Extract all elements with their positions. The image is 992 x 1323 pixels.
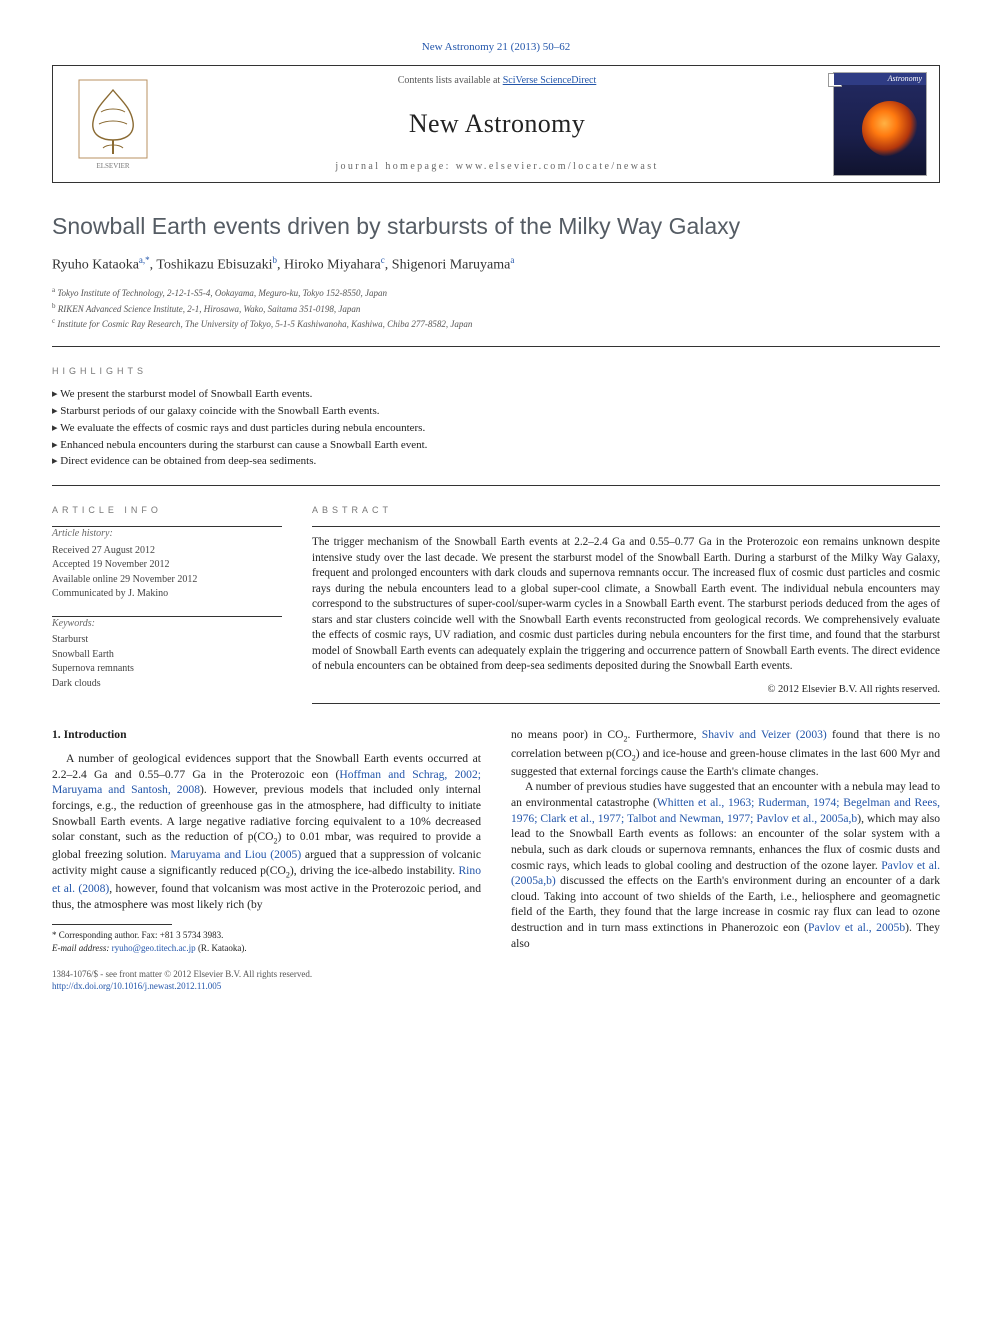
abstract-label: ABSTRACT xyxy=(312,504,940,516)
doi-link[interactable]: http://dx.doi.org/10.1016/j.newast.2012.… xyxy=(52,980,940,992)
author-list: Ryuho Kataokaa,*, Toshikazu Ebisuzakib, … xyxy=(52,254,940,276)
publisher-name-text: ELSEVIER xyxy=(96,162,129,170)
journal-cover-icon: Astronomy xyxy=(833,72,927,176)
body-right-column: no means poor) in CO2. Furthermore, Shav… xyxy=(511,727,940,953)
contents-line: Contents lists available at SciVerse Sci… xyxy=(398,74,597,88)
divider xyxy=(312,703,940,704)
highlights-list: We present the starburst model of Snowba… xyxy=(52,387,940,469)
keywords-block: Keywords: Starburst Snowball Earth Super… xyxy=(52,617,282,692)
affiliation-b: RIKEN Advanced Science Institute, 2-1, H… xyxy=(58,304,361,314)
journal-homepage[interactable]: journal homepage: www.elsevier.com/locat… xyxy=(335,160,658,174)
author-3: , Hiroko Miyahara xyxy=(277,258,381,273)
body-text: no means poor) in CO xyxy=(511,728,623,741)
communicated-by: Communicated by J. Makino xyxy=(52,587,282,602)
journal-header: ELSEVIER Contents lists available at Sci… xyxy=(52,65,940,183)
body-left-column: 1. Introduction A number of geological e… xyxy=(52,727,481,953)
keyword: Supernova remnants xyxy=(52,662,282,677)
online-date: Available online 29 November 2012 xyxy=(52,573,282,588)
author-4-sup: a xyxy=(510,255,514,265)
abstract-copyright: © 2012 Elsevier B.V. All rights reserved… xyxy=(312,683,940,697)
body-columns: 1. Introduction A number of geological e… xyxy=(52,727,940,953)
author-2: , Toshikazu Ebisuzaki xyxy=(150,258,273,273)
author-email-link[interactable]: ryuho@geo.titech.ac.jp xyxy=(112,943,196,953)
article-info-label: ARTICLE INFO xyxy=(52,504,282,516)
highlight-item: We evaluate the effects of cosmic rays a… xyxy=(52,421,940,436)
accepted-date: Accepted 19 November 2012 xyxy=(52,558,282,573)
highlight-item: Enhanced nebula encounters during the st… xyxy=(52,438,940,453)
header-center: Contents lists available at SciVerse Sci… xyxy=(173,66,821,182)
footnote-line: * Corresponding author. Fax: +81 3 5734 … xyxy=(52,929,481,941)
highlight-item: Direct evidence can be obtained from dee… xyxy=(52,454,940,469)
footer-copyright: 1384-1076/$ - see front matter © 2012 El… xyxy=(52,968,940,980)
citation-link[interactable]: Shaviv and Veizer (2003) xyxy=(702,728,827,741)
footnote-suffix: (R. Kataoka). xyxy=(196,943,247,953)
citation-link[interactable]: Pavlov et al., 2005b xyxy=(808,921,905,934)
received-date: Received 27 August 2012 xyxy=(52,544,282,559)
article-title: Snowball Earth events driven by starburs… xyxy=(52,211,940,242)
highlight-item: Starburst periods of our galaxy coincide… xyxy=(52,404,940,419)
keyword: Snowball Earth xyxy=(52,648,282,663)
body-text: . Furthermore, xyxy=(627,728,701,741)
citation-link[interactable]: Maruyama and Liou (2005) xyxy=(170,848,301,861)
author-4: , Shigenori Maruyama xyxy=(385,258,511,273)
body-text: ), driving the ice-albedo instability. xyxy=(290,864,459,877)
article-history: Article history: Received 27 August 2012… xyxy=(52,527,282,602)
keyword: Dark clouds xyxy=(52,677,282,692)
body-text: , however, found that volcanism was most… xyxy=(52,882,481,911)
keywords-heading: Keywords: xyxy=(52,617,282,632)
footnote-divider xyxy=(52,924,172,925)
divider xyxy=(52,346,940,347)
publisher-logo: ELSEVIER xyxy=(53,66,173,182)
elsevier-tree-icon: ELSEVIER xyxy=(77,78,149,170)
journal-name: New Astronomy xyxy=(409,106,585,141)
divider xyxy=(312,526,940,527)
cover-title: Astronomy xyxy=(888,74,922,85)
top-citation[interactable]: New Astronomy 21 (2013) 50–62 xyxy=(52,40,940,55)
contents-prefix: Contents lists available at xyxy=(398,75,503,86)
highlights-label: HIGHLIGHTS xyxy=(52,365,940,377)
affiliation-c: Institute for Cosmic Ray Research, The U… xyxy=(57,319,472,329)
highlight-item: We present the starburst model of Snowba… xyxy=(52,387,940,402)
cover-thumbnail-cell: Astronomy xyxy=(821,66,939,182)
intro-heading: 1. Introduction xyxy=(52,727,481,743)
abstract-text: The trigger mechanism of the Snowball Ea… xyxy=(312,535,940,674)
page-footer: 1384-1076/$ - see front matter © 2012 El… xyxy=(52,968,940,992)
history-heading: Article history: xyxy=(52,527,282,542)
affiliation-a: Tokyo Institute of Technology, 2-12-1-S5… xyxy=(57,288,387,298)
keyword: Starburst xyxy=(52,633,282,648)
email-label: E-mail address: xyxy=(52,943,112,953)
affiliations: a Tokyo Institute of Technology, 2-12-1-… xyxy=(52,285,940,332)
author-1: Ryuho Kataoka xyxy=(52,258,139,273)
corresponding-footnote: * Corresponding author. Fax: +81 3 5734 … xyxy=(52,929,481,953)
sciencedirect-link[interactable]: SciVerse ScienceDirect xyxy=(503,75,597,86)
